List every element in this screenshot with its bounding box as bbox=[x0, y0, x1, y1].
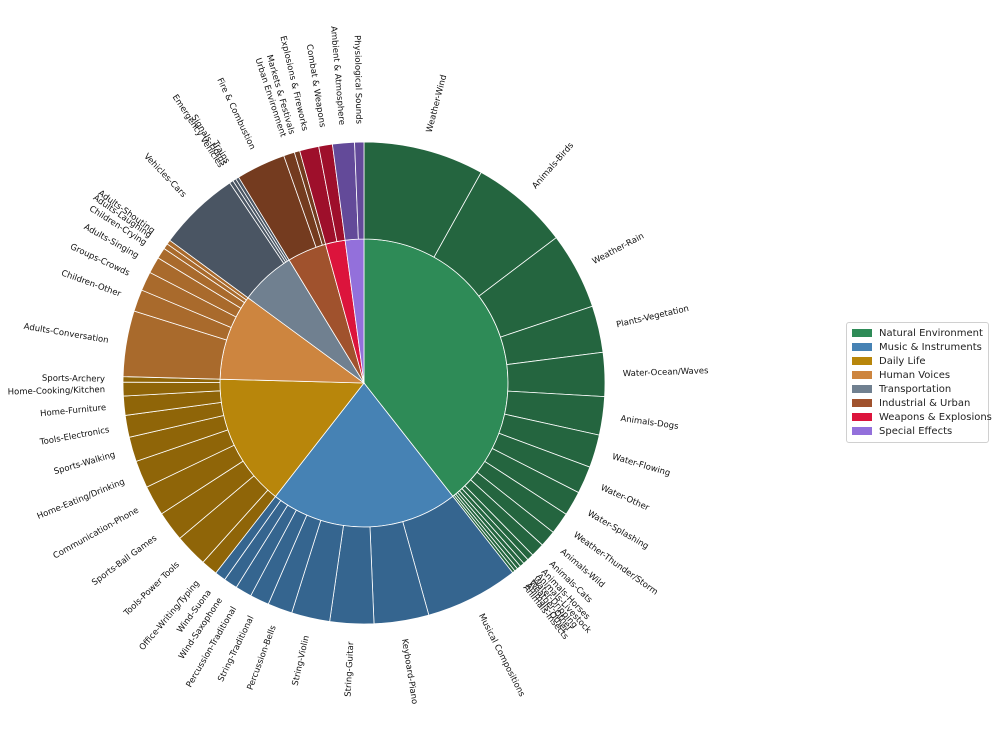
label-musical-compositions: Musical Compositions bbox=[476, 612, 527, 699]
legend-item-transportation: Transportation bbox=[847, 382, 988, 396]
label-water-ocean-waves: Water-Ocean/Waves bbox=[623, 366, 710, 379]
label-animals-birds: Animals-Birds bbox=[531, 140, 577, 191]
label-sports-walking: Sports-Walking bbox=[53, 450, 117, 477]
legend-swatch bbox=[852, 399, 872, 407]
label-keyboard-piano: Keyboard-Piano bbox=[399, 638, 419, 705]
legend-swatch bbox=[852, 371, 872, 379]
label-children-other: Children-Other bbox=[60, 269, 123, 300]
chart-legend: Natural Environment Music & Instruments Da… bbox=[846, 322, 992, 443]
legend-label: Transportation bbox=[879, 383, 952, 395]
legend-label: Human Voices bbox=[879, 369, 951, 381]
label-home-cooking-kitchen: Home-Cooking/Kitchen bbox=[8, 385, 106, 397]
outer-ring bbox=[122, 141, 606, 625]
legend-label: Natural Environment bbox=[879, 327, 983, 339]
label-fire-combustion: Fire & Combustion bbox=[214, 77, 257, 152]
legend-item-daily-life: Daily Life bbox=[847, 354, 988, 368]
label-string-violin: String-Violin bbox=[291, 635, 312, 687]
legend-label: Industrial & Urban bbox=[879, 397, 971, 409]
legend-label: Music & Instruments bbox=[879, 341, 982, 353]
legend-label: Special Effects bbox=[879, 425, 953, 437]
label-string-guitar: String-Guitar bbox=[344, 641, 357, 697]
legend-swatch bbox=[852, 329, 872, 337]
inner-ring bbox=[219, 238, 509, 528]
legend-item-music-instruments: Music & Instruments bbox=[847, 340, 988, 354]
label-sports-archery: Sports-Archery bbox=[42, 374, 105, 385]
label-tools-electronics: Tools-Electronics bbox=[38, 425, 111, 448]
legend-swatch bbox=[852, 343, 872, 351]
legend-label: Weapons & Explosions bbox=[879, 411, 992, 423]
outer-slice-physiological-sounds bbox=[354, 141, 365, 240]
label-percussion-bells: Percussion-Bells bbox=[246, 624, 279, 692]
legend-item-special-effects: Special Effects bbox=[847, 424, 988, 438]
legend-item-weapons-explosions: Weapons & Explosions bbox=[847, 410, 992, 424]
label-adults-conversation: Adults-Conversation bbox=[23, 322, 109, 346]
label-plants-vegetation: Plants-Vegetation bbox=[615, 304, 690, 330]
legend-swatch bbox=[852, 385, 872, 393]
label-sports-ball-games: Sports-Ball Games bbox=[90, 533, 159, 588]
label-home-furniture: Home-Furniture bbox=[40, 403, 107, 419]
legend-swatch bbox=[852, 357, 872, 365]
label-home-eating-drinking: Home-Eating/Drinking bbox=[36, 477, 127, 522]
label-combat-weapons: Combat & Weapons bbox=[304, 44, 327, 129]
legend-swatch bbox=[852, 413, 872, 421]
legend-item-natural-environment: Natural Environment bbox=[847, 326, 988, 340]
label-weather-rain: Weather-Rain bbox=[591, 231, 646, 266]
label-vehicles-cars: Vehicles-Cars bbox=[141, 152, 188, 200]
label-water-other: Water-Other bbox=[599, 483, 651, 513]
legend-label: Daily Life bbox=[879, 355, 926, 367]
label-physiological-sounds: Physiological Sounds bbox=[352, 35, 364, 125]
label-weather-wind: Weather-Wind bbox=[425, 74, 450, 134]
label-animals-dogs: Animals-Dogs bbox=[620, 414, 680, 432]
label-water-flowing: Water-Flowing bbox=[611, 452, 672, 479]
legend-item-human-voices: Human Voices bbox=[847, 368, 988, 382]
legend-swatch bbox=[852, 427, 872, 435]
label-ambient-atmosphere: Ambient & Atmosphere bbox=[328, 26, 346, 126]
legend-item-industrial-urban: Industrial & Urban bbox=[847, 396, 988, 410]
